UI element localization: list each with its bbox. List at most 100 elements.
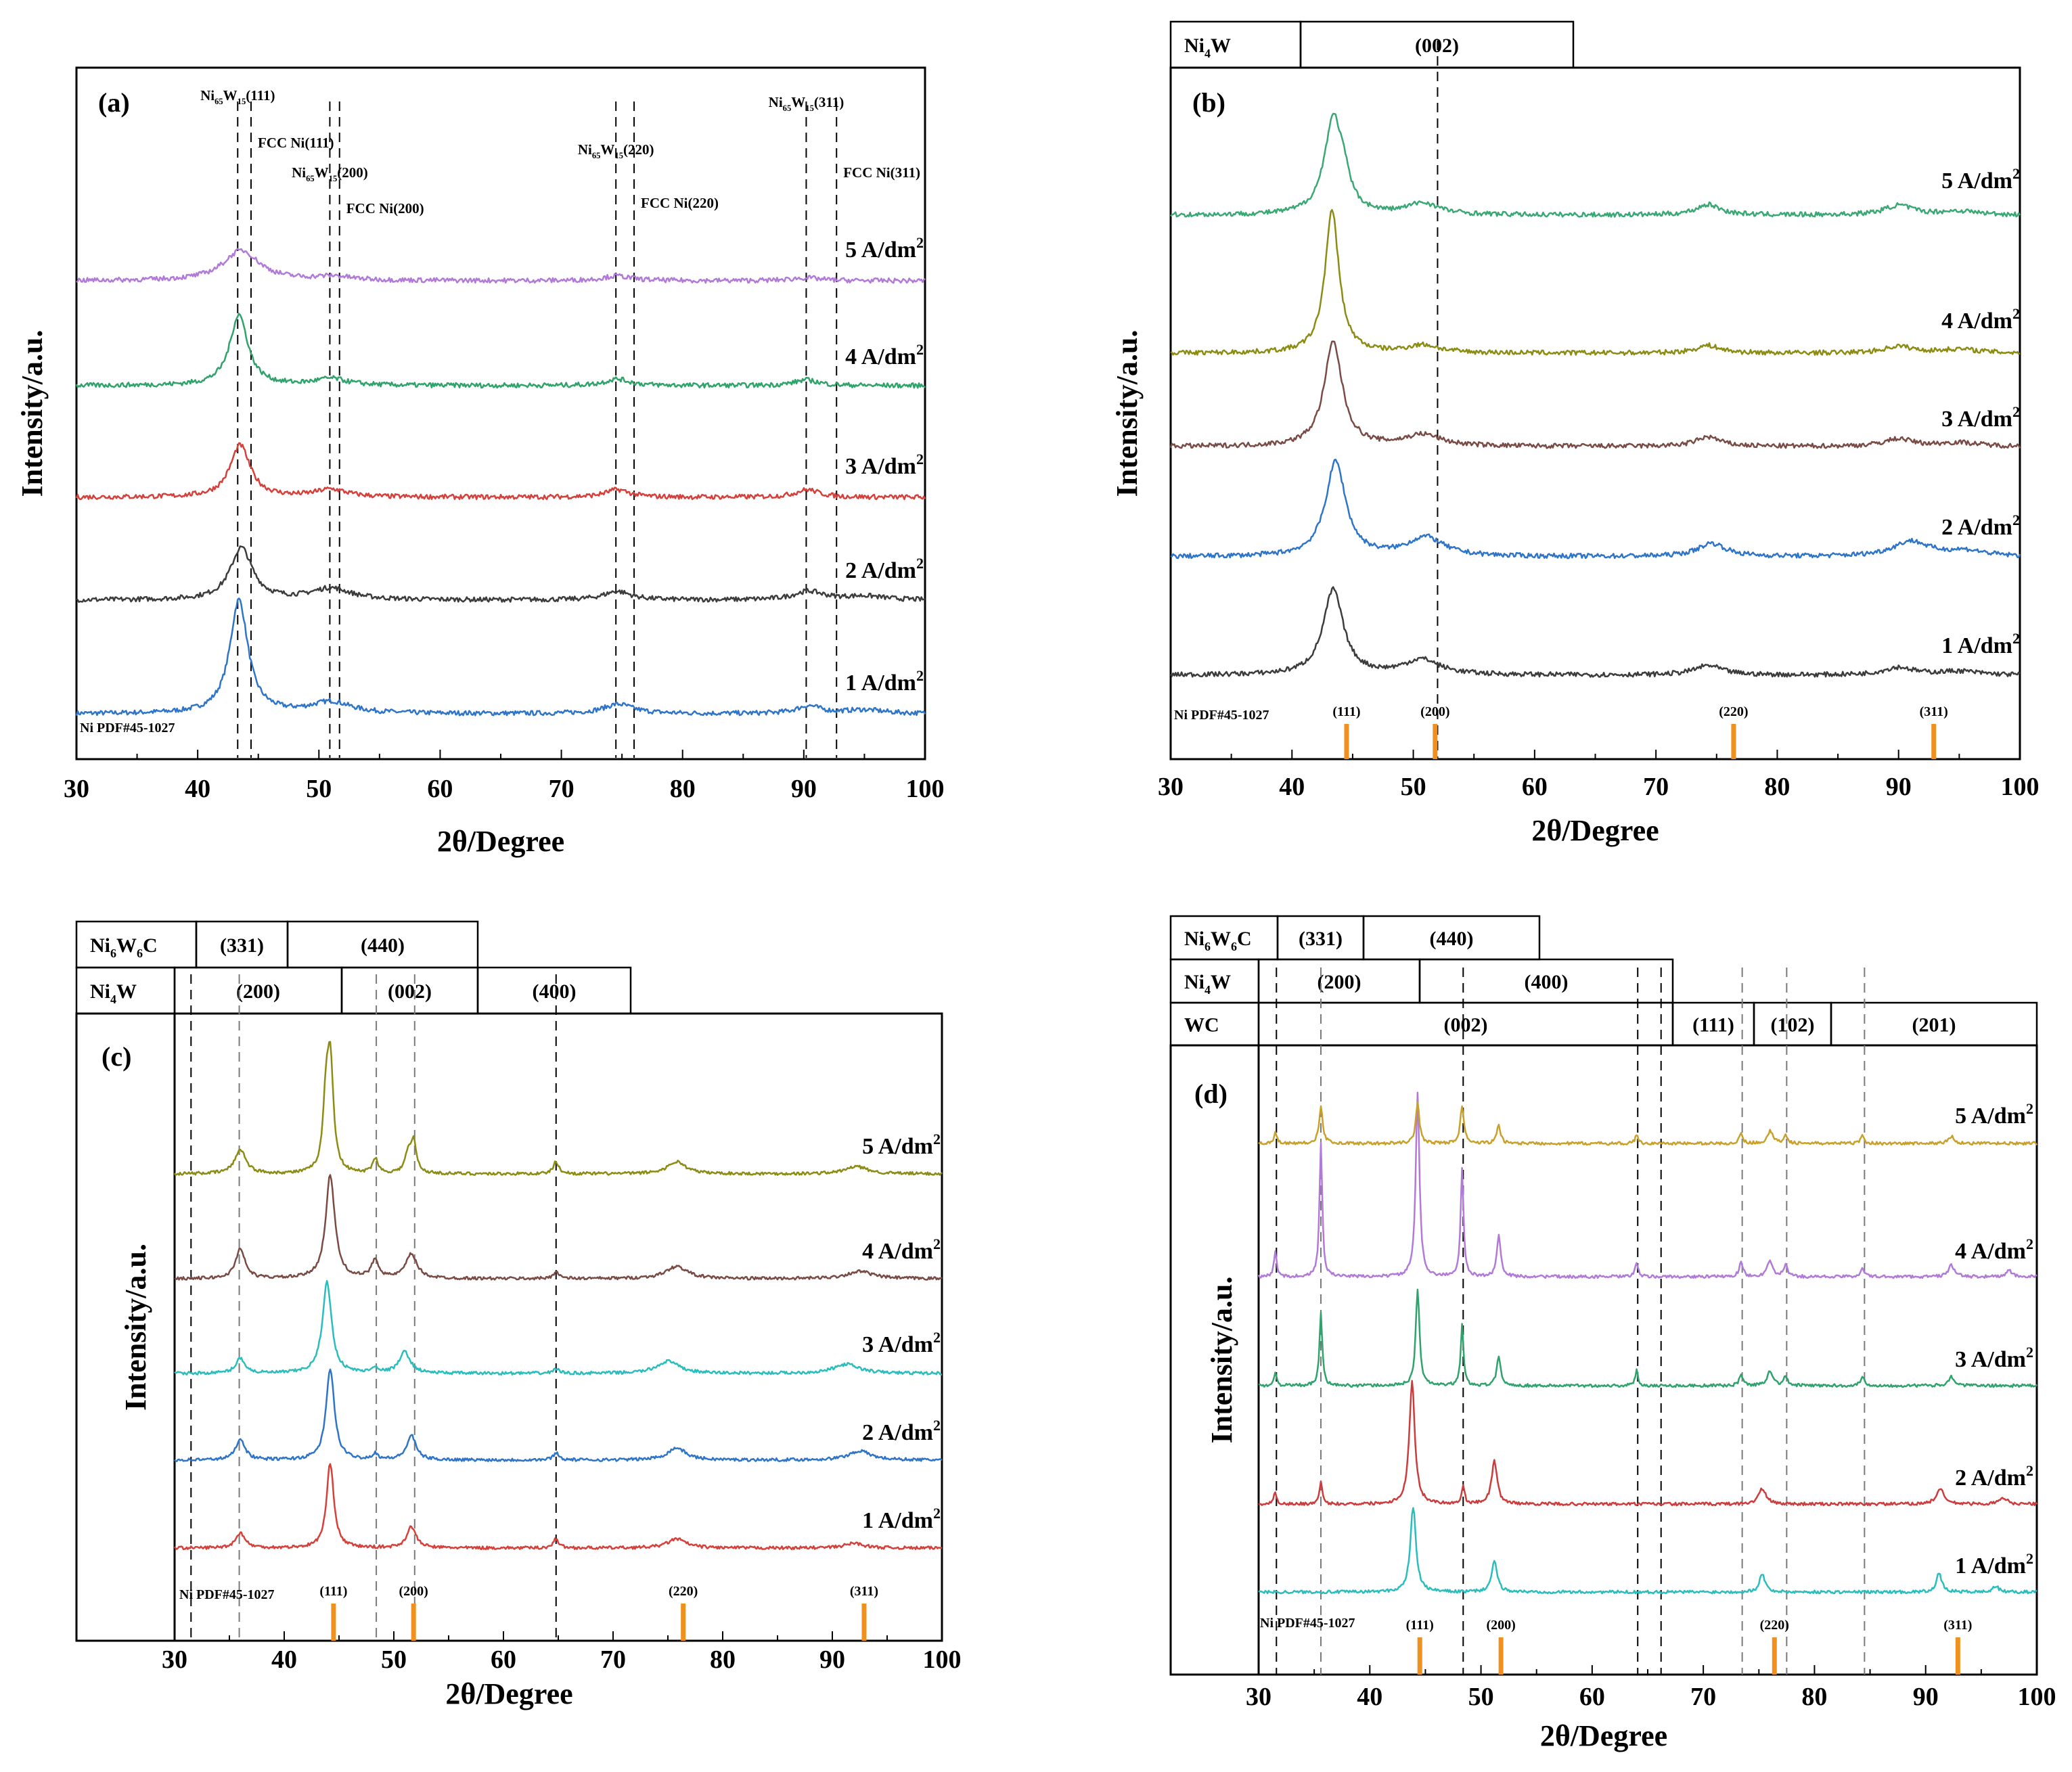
plot-frame (75, 66, 926, 760)
header-phase-label: WC (1184, 1014, 1219, 1037)
series-label: 2 A/dm2 (845, 555, 924, 583)
series-label: 4 A/dm2 (845, 341, 924, 369)
series-label: 5 A/dm2 (845, 234, 924, 263)
plot-frame (75, 1012, 943, 1642)
x-tick-label: 30 (1246, 1683, 1271, 1711)
peak-annotation: Ni65W15(200) (292, 164, 368, 183)
series-label: 5 A/dm2 (862, 1131, 941, 1159)
reference-bar-label: (111) (319, 1584, 347, 1599)
xrd-trace-3-a-dm2 (1169, 340, 2021, 449)
xrd-trace-5-a-dm2 (173, 1041, 943, 1176)
header-cell-label: (440) (1430, 928, 1474, 950)
reference-bar-label: (200) (399, 1584, 428, 1599)
plot-frame (1169, 1044, 2038, 1676)
header-cell-label: (331) (1299, 928, 1343, 950)
header-phase-label: Ni6W6C (90, 934, 158, 960)
panel-label: (a) (98, 87, 130, 118)
reference-note: Ni PDF#45-1027 (1260, 1616, 1355, 1631)
xrd-trace-1-a-dm2 (1169, 586, 2021, 678)
peak-annotation: FCC Ni(200) (346, 200, 424, 217)
header-phase-label: Ni6W6C (1184, 928, 1252, 953)
peak-annotation: Ni65W15(220) (578, 141, 654, 160)
header-cell-label: (331) (220, 934, 264, 957)
x-tick-label: 80 (1764, 773, 1790, 801)
header-cell-label: (002) (1444, 1014, 1488, 1037)
y-axis-title: Intensity/a.u. (16, 330, 49, 497)
xrd-trace-5-a-dm2 (1258, 1101, 2037, 1146)
xrd-trace-3-a-dm2 (75, 442, 926, 501)
reference-bar-label: (111) (1406, 1618, 1434, 1633)
header-phase-label: Ni4W (90, 980, 137, 1006)
header-cell-label: (440) (361, 934, 405, 957)
series-label: 1 A/dm2 (1941, 630, 2020, 658)
reference-note: Ni PDF#45-1027 (179, 1587, 275, 1602)
header-cell-label: (201) (1912, 1014, 1956, 1037)
reference-bar-label: (311) (1943, 1618, 1972, 1633)
x-tick-label: 40 (185, 775, 210, 803)
reference-bar-label: (220) (669, 1584, 698, 1599)
xrd-trace-2-a-dm2 (174, 1368, 943, 1463)
series-label: 2 A/dm2 (862, 1417, 941, 1445)
x-tick-label: 80 (1801, 1683, 1827, 1711)
x-tick-label: 60 (491, 1645, 516, 1674)
x-tick-label: 80 (710, 1645, 736, 1674)
peak-annotation: Ni65W15(111) (200, 87, 275, 106)
y-axis-title: Intensity/a.u. (1205, 1277, 1238, 1444)
header-phase-label: Ni4W (1184, 971, 1231, 997)
x-tick-label: 30 (162, 1645, 187, 1674)
xrd-trace-4-a-dm2 (75, 313, 926, 389)
x-tick-label: 60 (427, 775, 453, 803)
peak-annotation: FCC Ni(311) (843, 164, 920, 181)
x-tick-label: 100 (906, 775, 945, 803)
x-tick-label: 100 (2001, 773, 2040, 801)
header-cell-label: (002) (388, 980, 432, 1003)
x-tick-label: 50 (306, 775, 332, 803)
xrd-trace-3-a-dm2 (174, 1279, 943, 1376)
x-tick-label: 70 (549, 775, 575, 803)
header-cell-label: (200) (1317, 971, 1361, 993)
series-label: 4 A/dm2 (862, 1235, 941, 1264)
series-label: 1 A/dm2 (862, 1505, 941, 1533)
xrd-trace-4-a-dm2 (1170, 208, 2021, 357)
x-tick-label: 50 (381, 1645, 407, 1674)
series-label: 3 A/dm2 (862, 1329, 941, 1357)
reference-bar-label: (200) (1486, 1618, 1515, 1633)
reference-bar-label: (111) (1332, 704, 1360, 719)
header-cell-label: (200) (236, 980, 280, 1003)
xrd-trace-2-a-dm2 (1258, 1380, 2038, 1507)
series-label: 1 A/dm2 (1955, 1550, 2033, 1578)
reference-bar-label: (220) (1719, 704, 1748, 719)
x-axis-title: 2θ/Degree (445, 1677, 572, 1710)
x-tick-label: 90 (1886, 773, 1912, 801)
series-label: 4 A/dm2 (1941, 305, 2020, 334)
xrd-trace-3-a-dm2 (1258, 1288, 2038, 1388)
series-label: 2 A/dm2 (1955, 1462, 2033, 1491)
series-label: 5 A/dm2 (1955, 1100, 2033, 1129)
plot-frame (1169, 66, 2021, 760)
peak-annotation: Ni65W15(311) (769, 94, 844, 113)
x-tick-label: 30 (1158, 773, 1184, 801)
header-cell-label: (400) (1525, 971, 1569, 993)
reference-note: Ni PDF#45-1027 (80, 721, 175, 735)
series-label: 4 A/dm2 (1955, 1235, 2033, 1264)
x-tick-label: 40 (1279, 773, 1305, 801)
reference-note: Ni PDF#45-1027 (1174, 708, 1269, 723)
x-tick-label: 100 (923, 1645, 962, 1674)
x-tick-label: 40 (271, 1645, 297, 1674)
series-label: 5 A/dm2 (1941, 165, 2020, 194)
x-tick-label: 40 (1357, 1683, 1382, 1711)
xrd-trace-5-a-dm2 (1170, 112, 2021, 218)
header-phase-label: Ni4W (1184, 35, 1231, 60)
reference-bar-label: (220) (1760, 1618, 1789, 1633)
xrd-trace-1-a-dm2 (75, 597, 926, 717)
xrd-trace-4-a-dm2 (1257, 1091, 2037, 1279)
panel-c: Ni6W6C (331) (440) Ni4W (200) (002) (400) 1 A/d… (75, 920, 962, 1710)
reference-bar-label: (311) (1920, 704, 1948, 719)
series-label: 3 A/dm2 (1955, 1344, 2033, 1372)
reference-bar-label: (200) (1420, 704, 1449, 719)
panel-label: (d) (1194, 1078, 1228, 1109)
header-cell-label: (111) (1692, 1014, 1734, 1037)
series-label: 2 A/dm2 (1941, 512, 2020, 540)
